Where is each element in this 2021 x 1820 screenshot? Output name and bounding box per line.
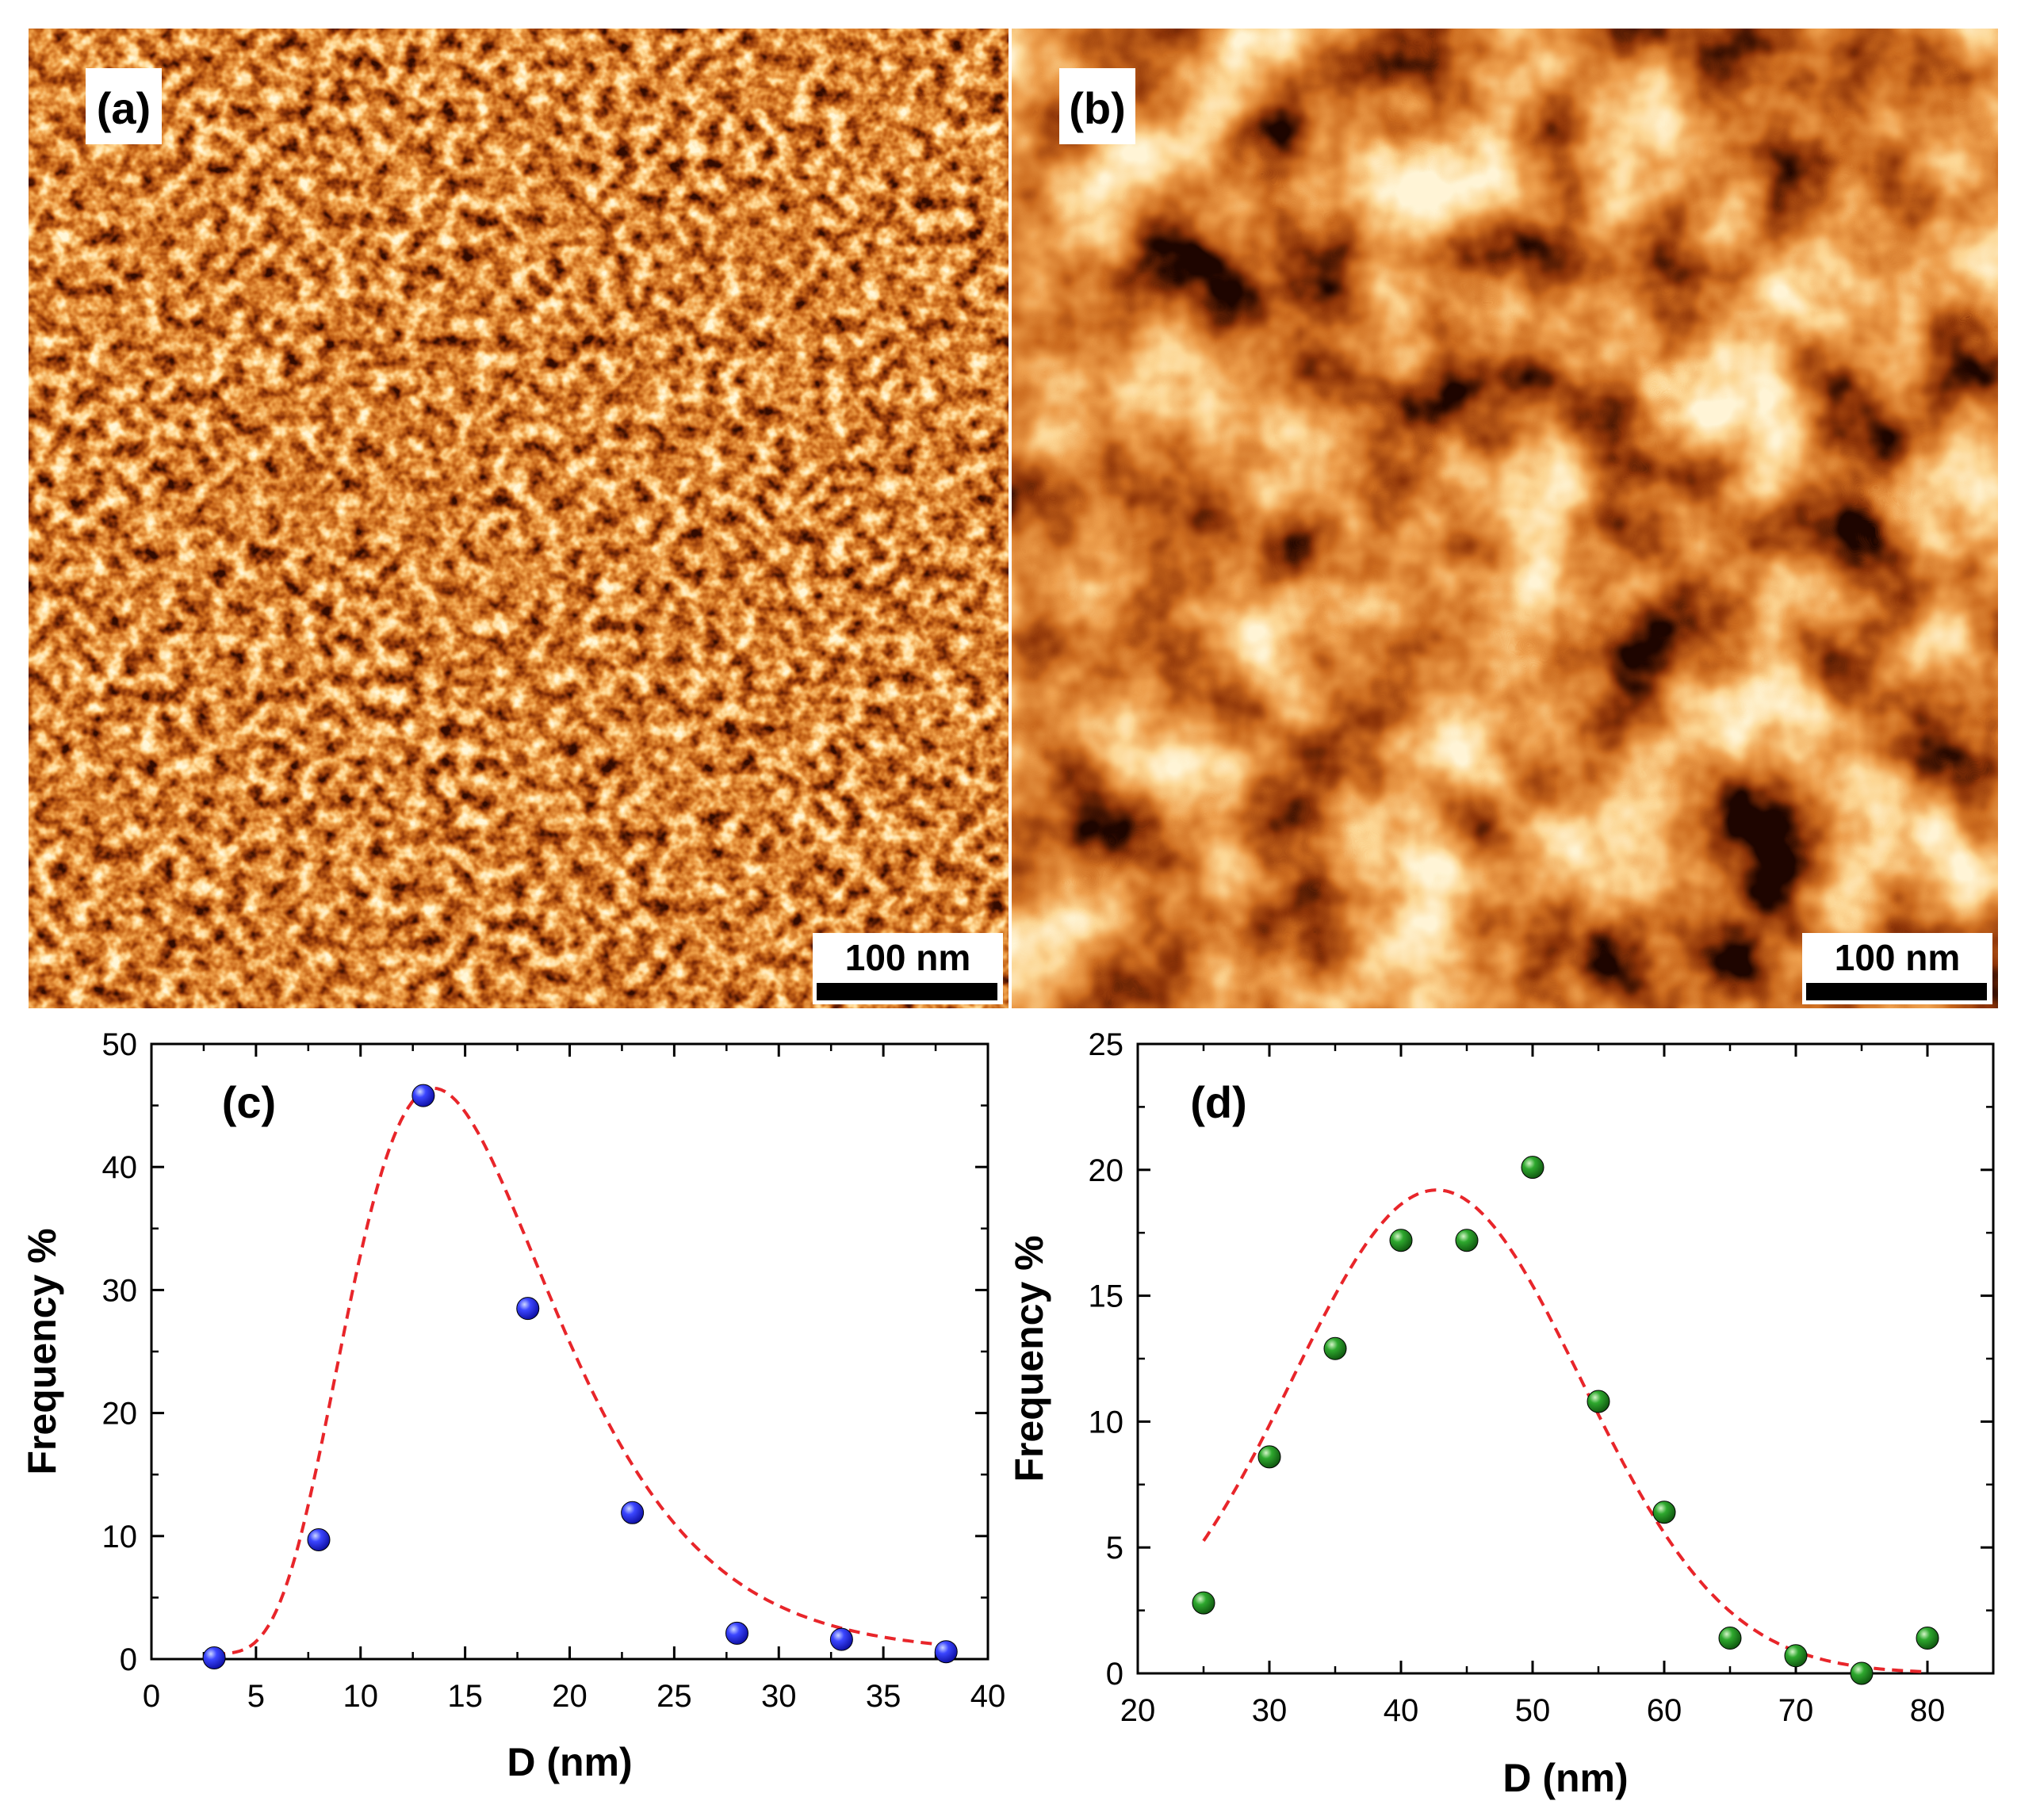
- data-point: [1784, 1644, 1808, 1668]
- x-tick-label: 35: [866, 1679, 901, 1714]
- x-tick-label: 40: [970, 1679, 1006, 1714]
- x-tick-label: 70: [1778, 1693, 1814, 1728]
- data-point: [621, 1501, 645, 1524]
- y-tick-label: 0: [1106, 1657, 1123, 1692]
- data-point: [307, 1528, 331, 1551]
- x-axis-label: D (nm): [1502, 1756, 1628, 1800]
- scale-bar-a: [817, 983, 997, 1000]
- data-point: [1323, 1336, 1347, 1360]
- x-tick-label: 20: [1120, 1693, 1156, 1728]
- x-tick-label: 5: [247, 1679, 265, 1714]
- x-tick-label: 30: [761, 1679, 797, 1714]
- plot-frame: [1136, 1042, 1995, 1675]
- y-tick-label: 10: [1089, 1405, 1124, 1440]
- chart-d: 20 30 40 50 60 70 80 0 5 10 15 20 25 D (nm) Frequency …: [1007, 1027, 1995, 1800]
- y-tick-label: 50: [102, 1027, 138, 1062]
- y-tick-label: 20: [102, 1397, 138, 1432]
- chart-c: 0 5 10 15 20 25 30 35 40 0 10 20 30 40 50 D (nm) Frequen…: [20, 1027, 1005, 1784]
- y-tick-label: 40: [102, 1150, 138, 1185]
- data-point: [516, 1297, 540, 1321]
- x-tick-label: 40: [1384, 1693, 1419, 1728]
- data-point: [202, 1646, 226, 1669]
- x-tick-label: 50: [1515, 1693, 1551, 1728]
- data-point: [725, 1621, 748, 1645]
- afm-image-a: (a) 100 nm: [29, 29, 1009, 1008]
- x-tick-label: 20: [552, 1679, 588, 1714]
- x-tick-label: 10: [343, 1679, 379, 1714]
- scale-bar-label-b: 100 nm: [1835, 937, 1961, 978]
- scale-bar-label-a: 100 nm: [845, 937, 971, 978]
- data-point: [1257, 1445, 1281, 1469]
- data-point: [1916, 1627, 1939, 1650]
- y-tick-label: 20: [1089, 1153, 1124, 1188]
- panel-label-a-box: [86, 68, 162, 144]
- x-tick-label: 30: [1252, 1693, 1288, 1728]
- x-tick-label: 0: [143, 1679, 160, 1714]
- y-tick-label: 10: [102, 1520, 138, 1554]
- data-point: [411, 1084, 435, 1107]
- data-point: [829, 1627, 853, 1651]
- y-axis-label: Frequency %: [20, 1228, 64, 1474]
- x-tick-label: 80: [1910, 1693, 1946, 1728]
- data-point: [1850, 1661, 1874, 1685]
- data-point: [1192, 1591, 1215, 1615]
- scale-bar-b: [1806, 983, 1987, 1000]
- x-tick-label: 60: [1647, 1693, 1682, 1728]
- y-tick-label: 0: [120, 1642, 137, 1677]
- data-point: [934, 1640, 958, 1664]
- y-tick-label: 5: [1106, 1531, 1123, 1566]
- panel-label-b: (b): [1069, 83, 1126, 133]
- panel-label-b-box: [1059, 68, 1135, 144]
- x-tick-label: 25: [656, 1679, 692, 1714]
- x-tick-label: 15: [447, 1679, 483, 1714]
- x-axis-label: D (nm): [507, 1740, 632, 1784]
- data-point: [1718, 1627, 1742, 1650]
- y-tick-label: 30: [102, 1273, 138, 1308]
- panel-label-a: (a): [97, 83, 151, 133]
- data-point: [1521, 1156, 1544, 1180]
- data-point: [1652, 1501, 1676, 1524]
- fit-curve: [1202, 1188, 1928, 1674]
- data-point: [1389, 1229, 1413, 1252]
- y-tick-label: 15: [1089, 1279, 1124, 1314]
- plot-frame: [150, 1042, 989, 1661]
- y-axis-label: Frequency %: [1007, 1235, 1051, 1482]
- data-point: [1587, 1390, 1610, 1413]
- afm-image-b: (b) 100 nm: [1012, 29, 1998, 1008]
- data-point: [1455, 1229, 1479, 1252]
- panel-label-c: (c): [222, 1077, 276, 1127]
- fit-curve: [214, 1086, 947, 1656]
- panel-label-d: (d): [1190, 1077, 1247, 1127]
- y-tick-label: 25: [1089, 1027, 1124, 1062]
